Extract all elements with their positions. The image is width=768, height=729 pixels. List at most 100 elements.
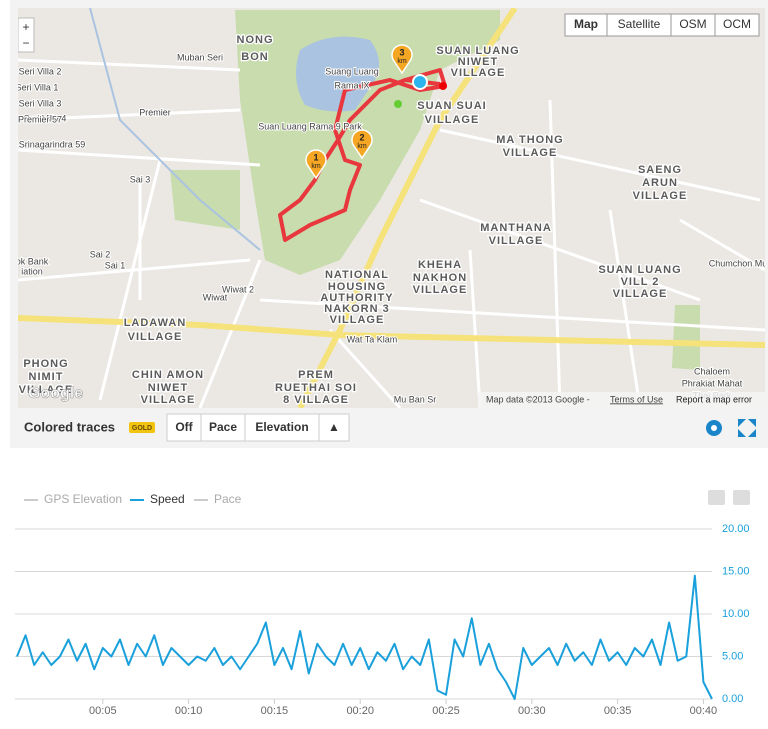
- x-tick-label: 00:20: [346, 705, 374, 717]
- km-marker: [391, 44, 413, 75]
- map-label: Seri Villa 2: [19, 66, 62, 76]
- y-tick-label: 10.00: [722, 608, 750, 620]
- toggle-label[interactable]: ▲: [328, 420, 340, 434]
- map-type-label[interactable]: Satellite: [618, 17, 661, 31]
- km-unit: km: [311, 163, 321, 170]
- map-label: NAKHON: [413, 272, 467, 284]
- end-point: [439, 82, 447, 90]
- map-label: ARUN: [642, 177, 678, 189]
- x-tick-label: 00:30: [518, 705, 546, 717]
- park: [170, 170, 240, 230]
- map-label: VILLAGE: [330, 314, 385, 326]
- map-type-label[interactable]: Map: [574, 17, 598, 31]
- zoom-in[interactable]: +: [22, 20, 29, 34]
- terms[interactable]: Terms of Use: [610, 394, 663, 404]
- legend-label[interactable]: Pace: [214, 492, 242, 506]
- map-label: KHEHA: [418, 259, 462, 271]
- map-label: Seri Villa 3: [19, 98, 62, 108]
- km-marker: [351, 129, 373, 160]
- settings-icon-hole: [711, 425, 717, 431]
- map-label: Seri Villa 4: [24, 113, 67, 123]
- print-icon[interactable]: [708, 490, 725, 505]
- map-label: VILLAGE: [141, 394, 196, 406]
- map-label: VILLAGE: [425, 114, 480, 126]
- y-tick-label: 15.00: [722, 565, 750, 577]
- map-label: PHONG: [23, 358, 68, 370]
- km-number: 3: [399, 47, 404, 57]
- toggle-button[interactable]: [318, 413, 350, 442]
- map-label: VILLAGE: [451, 67, 506, 79]
- map-label: Suang Luang: [325, 66, 379, 76]
- map-label: Seri Villa 1: [16, 82, 59, 92]
- map-label: NIWET: [148, 382, 188, 394]
- map-label: MANTHANA: [480, 222, 552, 234]
- map-label: SUAN LUANG: [598, 264, 681, 276]
- report-error[interactable]: Report a map error: [676, 394, 752, 404]
- map-label: AUTHORITY: [320, 292, 393, 304]
- km-unit: km: [357, 143, 367, 150]
- trace-option-label[interactable]: Elevation: [255, 420, 308, 434]
- start-point: [394, 100, 402, 108]
- map-label: VILLAGE: [19, 384, 74, 396]
- map-label: Mu Ban Sr: [394, 394, 437, 404]
- x-tick-label: 00:15: [261, 705, 289, 717]
- park: [672, 305, 700, 370]
- trace-option[interactable]: [200, 413, 246, 442]
- map-label: CHIN AMON: [132, 369, 204, 381]
- map-label: Phrakiat Mahat: [682, 378, 743, 388]
- map-label: Premier 57: [18, 114, 62, 124]
- controls-title: Colored traces: [24, 419, 115, 434]
- y-tick-label: 0.00: [722, 693, 743, 705]
- map-label: VILL 2: [621, 276, 660, 288]
- lake: [296, 36, 379, 112]
- map-label: NIWET: [458, 56, 498, 68]
- legend-label[interactable]: GPS Elevation: [44, 492, 122, 506]
- zoom-control: [18, 17, 35, 53]
- major-roads: [18, 8, 765, 408]
- km-marker: [305, 149, 327, 180]
- map-label: SAENG: [638, 164, 682, 176]
- map-label: 8 VILLAGE: [283, 394, 349, 406]
- map-label: NONG: [237, 34, 274, 46]
- map-label: Rama IX: [334, 80, 369, 90]
- map-label: VILLAGE: [489, 235, 544, 247]
- map-type-label[interactable]: OSM: [679, 17, 706, 31]
- map-label: iation: [21, 266, 43, 276]
- km-number: 1: [313, 152, 318, 162]
- badge: GOLD: [132, 425, 152, 432]
- x-tick-label: 00:05: [89, 705, 117, 717]
- google-logo: Google: [28, 385, 83, 402]
- map-label: Muban Seri: [177, 52, 223, 62]
- x-tick-label: 00:10: [175, 705, 203, 717]
- zoom-out[interactable]: −: [22, 36, 29, 50]
- trace-option-label[interactable]: Off: [175, 420, 193, 434]
- map-label: Sai 3: [130, 174, 151, 184]
- y-tick-label: 20.00: [722, 523, 750, 535]
- map[interactable]: NONG BON Muban Seri Seri Villa 2 Seri Villa …: [16, 8, 768, 408]
- trace-option[interactable]: [244, 413, 320, 442]
- map-type-label[interactable]: OCM: [723, 17, 751, 31]
- attribution-bg: [478, 392, 765, 408]
- map-label: SUAN SUAI: [417, 100, 487, 112]
- map-label: Wiwat: [203, 292, 228, 302]
- map-label: MA THONG: [496, 134, 563, 146]
- map-label: Sai 2: [90, 249, 111, 259]
- x-tick-label: 00:35: [604, 705, 632, 717]
- x-tick-label: 00:40: [690, 705, 718, 717]
- map-label: Suan Luang Rama 9 Park: [258, 121, 362, 131]
- map-label: VILLAGE: [413, 284, 468, 296]
- legend-label[interactable]: Speed: [150, 492, 185, 506]
- trace: [278, 68, 447, 242]
- fullscreen-icon[interactable]: [738, 419, 756, 437]
- map-label: Sai 1: [105, 260, 126, 270]
- x-tick-label: 00:25: [432, 705, 460, 717]
- download-icon[interactable]: [733, 490, 750, 505]
- trace-option-label[interactable]: Pace: [209, 420, 237, 434]
- map-type-button[interactable]: [714, 13, 760, 37]
- map-label: Chaloem: [694, 366, 730, 376]
- map-label: Wat Ta Klam: [347, 334, 398, 344]
- current-position: [412, 74, 428, 90]
- map-label: Chumchon Mu: [709, 258, 768, 268]
- map-label: BON: [241, 51, 268, 63]
